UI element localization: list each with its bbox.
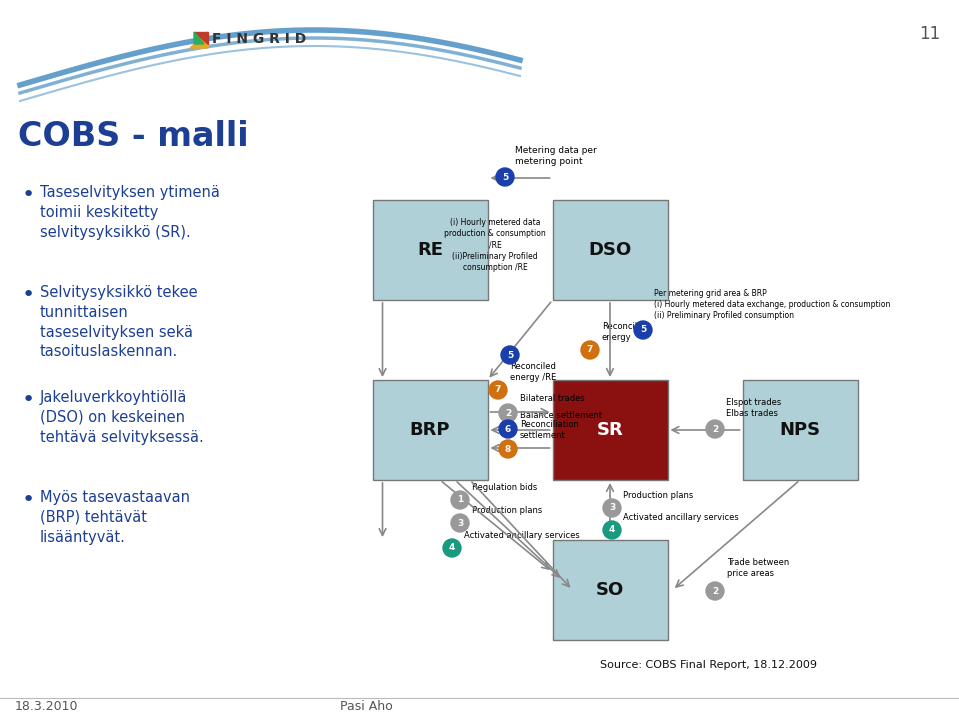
Circle shape — [603, 521, 621, 539]
Text: •: • — [22, 390, 35, 410]
Text: Source: COBS Final Report, 18.12.2009: Source: COBS Final Report, 18.12.2009 — [600, 660, 817, 670]
Bar — [372, 380, 487, 480]
Text: NPS: NPS — [780, 421, 821, 439]
Text: Myös tasevastaavan
(BRP) tehtävät
lisääntyvät.: Myös tasevastaavan (BRP) tehtävät lisään… — [40, 490, 190, 545]
Text: Activated ancillary services: Activated ancillary services — [464, 531, 580, 540]
Text: COBS - malli: COBS - malli — [18, 120, 248, 153]
Text: 2: 2 — [712, 586, 718, 596]
Text: Reconciled
energy: Reconciled energy — [602, 322, 648, 342]
Text: BRP: BRP — [409, 421, 450, 439]
Text: RE: RE — [417, 241, 443, 259]
Text: 7: 7 — [495, 385, 502, 395]
Text: 11: 11 — [919, 25, 940, 43]
Polygon shape — [194, 32, 204, 44]
Text: •: • — [22, 285, 35, 305]
Circle shape — [443, 539, 461, 557]
Text: F I N G R I D: F I N G R I D — [212, 32, 306, 46]
Text: Production plans: Production plans — [472, 506, 542, 515]
Text: DSO: DSO — [589, 241, 632, 259]
Text: Regulation bids: Regulation bids — [472, 483, 537, 492]
Text: (i) Hourly metered data
production & consumption
/RE
(ii)Preliminary Profiled
co: (i) Hourly metered data production & con… — [444, 218, 546, 272]
Circle shape — [706, 420, 724, 438]
Text: Per metering grid area & BRP
(i) Hourly metered data exchange, production & cons: Per metering grid area & BRP (i) Hourly … — [654, 289, 890, 320]
Bar — [372, 200, 487, 300]
Text: 5: 5 — [507, 350, 513, 360]
Polygon shape — [194, 32, 208, 44]
Text: 5: 5 — [502, 172, 508, 182]
Text: Reconciled
energy /RE: Reconciled energy /RE — [510, 362, 556, 382]
Text: 6: 6 — [504, 425, 511, 433]
Circle shape — [451, 491, 469, 509]
Bar — [742, 380, 857, 480]
Circle shape — [581, 341, 599, 359]
Circle shape — [706, 582, 724, 600]
Circle shape — [489, 381, 507, 399]
Text: 4: 4 — [609, 526, 615, 535]
Text: SO: SO — [596, 581, 624, 599]
Circle shape — [634, 321, 652, 339]
Text: Taseselvityksen ytimenä
toimii keskitetty
selvitysyksikkö (SR).: Taseselvityksen ytimenä toimii keskitett… — [40, 185, 220, 240]
Text: Activated ancillary services: Activated ancillary services — [623, 513, 738, 522]
Circle shape — [499, 404, 517, 422]
Text: 1: 1 — [456, 495, 463, 505]
Text: Balance settlement: Balance settlement — [520, 411, 602, 420]
Circle shape — [499, 420, 517, 438]
Text: 2: 2 — [504, 408, 511, 418]
Text: Metering data per
metering point: Metering data per metering point — [515, 146, 596, 166]
Polygon shape — [190, 32, 208, 48]
Text: Bilateral trades: Bilateral trades — [520, 394, 585, 403]
Text: Production plans: Production plans — [623, 491, 693, 500]
Text: Selvitysyksikkö tekee
tunnittaisen
taseselvityksen sekä
tasoituslaskennan.: Selvitysyksikkö tekee tunnittaisen tases… — [40, 285, 198, 360]
Text: Jakeluverkkoyhtiöllä
(DSO) on keskeinen
tehtävä selvityksessä.: Jakeluverkkoyhtiöllä (DSO) on keskeinen … — [40, 390, 203, 445]
Circle shape — [451, 514, 469, 532]
Text: Pasi Aho: Pasi Aho — [340, 699, 393, 713]
Circle shape — [501, 346, 519, 364]
Text: 3: 3 — [456, 518, 463, 528]
Bar — [552, 540, 667, 640]
Circle shape — [603, 499, 621, 517]
Circle shape — [499, 440, 517, 458]
Bar — [552, 200, 667, 300]
Text: Elspot trades
Elbas trades: Elspot trades Elbas trades — [726, 398, 782, 418]
Bar — [552, 380, 667, 480]
Text: 5: 5 — [640, 325, 646, 335]
Text: Reconciliation
settlement: Reconciliation settlement — [520, 420, 579, 440]
Text: •: • — [22, 490, 35, 510]
Text: 4: 4 — [449, 543, 456, 553]
Text: •: • — [22, 185, 35, 205]
Text: 18.3.2010: 18.3.2010 — [15, 699, 79, 713]
Text: 3: 3 — [609, 503, 615, 513]
Text: SR: SR — [596, 421, 623, 439]
Text: Trade between
price areas: Trade between price areas — [727, 558, 789, 578]
Text: 7: 7 — [587, 345, 594, 355]
Text: 2: 2 — [712, 425, 718, 433]
Text: 8: 8 — [504, 445, 511, 453]
Circle shape — [496, 168, 514, 186]
